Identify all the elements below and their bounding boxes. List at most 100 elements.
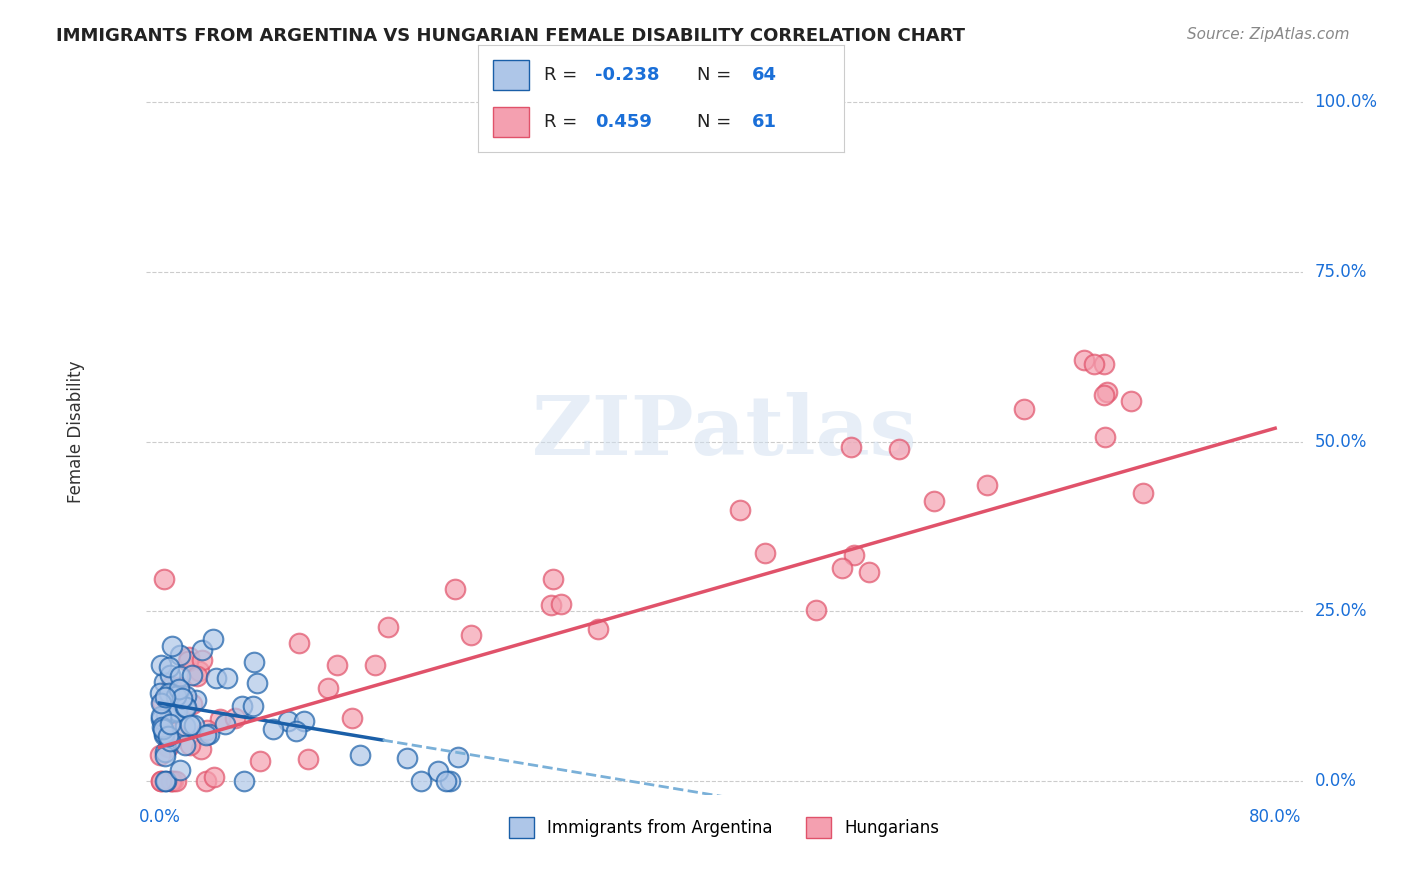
Point: [162, 725, 184, 739]
Text: IMMIGRANTS FROM ARGENTINA VS HUNGARIAN FEMALE DISABILITY CORRELATION CHART: IMMIGRANTS FROM ARGENTINA VS HUNGARIAN F…: [56, 27, 966, 45]
Point: [179, 718, 201, 732]
Point: [232, 774, 254, 789]
Point: [162, 639, 184, 653]
Point: [195, 723, 218, 737]
Text: 80.0%: 80.0%: [1249, 808, 1302, 826]
Point: [165, 705, 187, 719]
Text: 0.0%: 0.0%: [1315, 772, 1357, 790]
Text: 0.459: 0.459: [595, 112, 652, 130]
Point: [215, 672, 238, 686]
Point: [208, 712, 231, 726]
Point: [162, 774, 184, 789]
Point: [160, 679, 183, 693]
Point: [409, 774, 432, 789]
Point: [427, 764, 450, 778]
Point: [149, 748, 172, 763]
Point: [754, 545, 776, 559]
Point: [159, 734, 181, 748]
Point: [167, 681, 190, 695]
Point: [395, 751, 418, 765]
Text: Source: ZipAtlas.com: Source: ZipAtlas.com: [1187, 27, 1350, 42]
Point: [889, 442, 911, 457]
Point: [262, 722, 284, 736]
Point: [439, 774, 461, 789]
Point: [159, 691, 181, 706]
Point: [160, 774, 183, 789]
Point: [242, 656, 264, 670]
Point: [194, 728, 217, 742]
Point: [326, 658, 349, 673]
Point: [167, 681, 190, 696]
Point: [149, 696, 172, 710]
Point: [169, 648, 191, 662]
Point: [231, 699, 253, 714]
Text: 64: 64: [752, 66, 778, 84]
Point: [460, 627, 482, 641]
Point: [804, 603, 827, 617]
Point: [149, 686, 172, 700]
Point: [316, 681, 339, 696]
Point: [152, 720, 174, 734]
Point: [153, 675, 176, 690]
Point: [728, 503, 751, 517]
Point: [152, 722, 174, 736]
Point: [1014, 402, 1036, 417]
Point: [149, 712, 172, 726]
Point: [434, 774, 457, 789]
Point: [174, 700, 197, 714]
Point: [155, 708, 177, 723]
Point: [191, 643, 214, 657]
Legend: Immigrants from Argentina, Hungarians: Immigrants from Argentina, Hungarians: [502, 811, 946, 845]
Text: N =: N =: [697, 66, 737, 84]
Point: [839, 440, 862, 454]
Point: [183, 718, 205, 732]
Text: 61: 61: [752, 112, 778, 130]
Point: [242, 698, 264, 713]
Point: [249, 755, 271, 769]
Point: [1119, 394, 1142, 409]
Point: [174, 719, 197, 733]
Point: [443, 582, 465, 596]
Point: [150, 774, 173, 789]
Point: [173, 700, 195, 714]
Point: [1094, 430, 1116, 444]
Point: [153, 746, 176, 760]
Point: [162, 688, 184, 702]
Point: [292, 714, 315, 728]
Point: [157, 739, 180, 754]
Text: 0.0%: 0.0%: [139, 808, 180, 826]
Point: [540, 598, 562, 612]
Point: [156, 730, 179, 744]
Point: [180, 697, 202, 711]
Point: [842, 548, 865, 562]
Point: [165, 774, 187, 789]
Point: [174, 738, 197, 752]
Point: [287, 636, 309, 650]
Point: [152, 572, 174, 586]
FancyBboxPatch shape: [492, 60, 529, 89]
Point: [159, 717, 181, 731]
Text: 25.0%: 25.0%: [1315, 602, 1367, 621]
Point: [169, 669, 191, 683]
Point: [541, 572, 564, 586]
Point: [155, 774, 177, 789]
Text: 100.0%: 100.0%: [1315, 94, 1378, 112]
Point: [1092, 388, 1115, 402]
Point: [1073, 353, 1095, 368]
Point: [202, 770, 225, 784]
Point: [170, 691, 193, 706]
Text: R =: R =: [544, 112, 589, 130]
Point: [153, 728, 176, 742]
Point: [180, 667, 202, 681]
Point: [1083, 357, 1105, 371]
Point: [176, 654, 198, 668]
Point: [831, 561, 853, 575]
Point: [214, 717, 236, 731]
Point: [195, 774, 218, 789]
Point: [377, 620, 399, 634]
Point: [586, 623, 609, 637]
Point: [976, 478, 998, 492]
Point: [152, 726, 174, 740]
Point: [1095, 385, 1118, 400]
Point: [166, 704, 188, 718]
